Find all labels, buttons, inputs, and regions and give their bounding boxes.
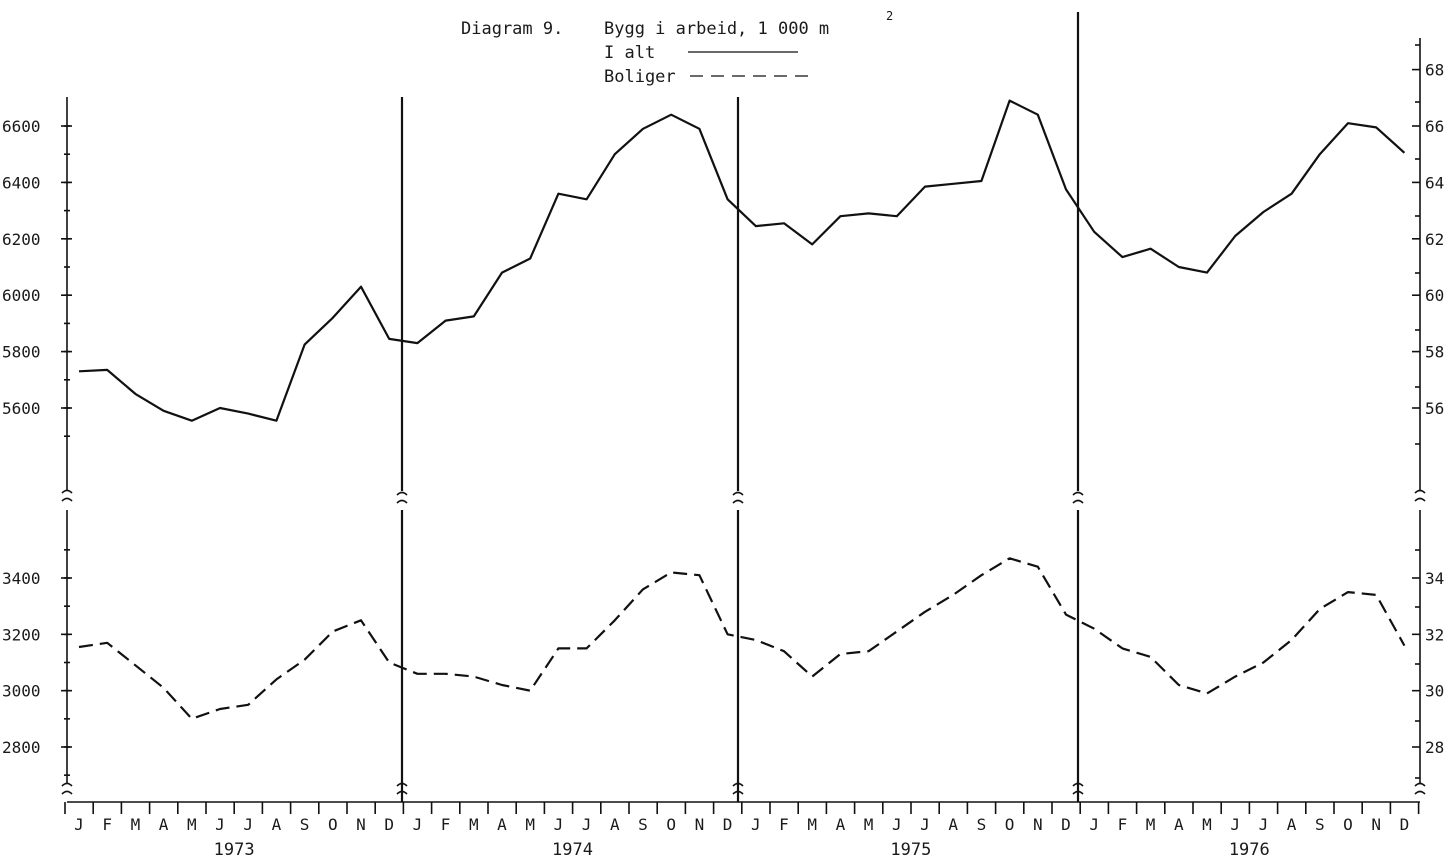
year-label: 1974 [552,840,593,860]
right-tick-label: 66 [1425,117,1444,136]
y-tick-label: 6200 [2,230,41,249]
month-label: O [328,815,338,834]
month-label: F [779,815,789,834]
month-label: A [1287,815,1297,834]
month-label: N [356,815,366,834]
year-separator-break [1072,491,1084,504]
month-label: A [610,815,620,834]
month-label: A [1174,815,1184,834]
y-tick-label: 3200 [2,625,41,644]
month-label: M [187,815,197,834]
legend-label-housing: Boliger [604,67,676,87]
month-label: M [1146,815,1156,834]
right-tick-label: 64 [1425,173,1444,192]
right-tick-label: 60 [1425,286,1444,305]
month-label: J [554,815,564,834]
month-label: J [74,815,84,834]
month-label: S [300,815,310,834]
month-label: S [977,815,987,834]
right-axis-break-lower [1414,782,1426,795]
y-tick-label: 5800 [2,343,41,362]
right-tick-label: 30 [1425,682,1444,701]
y-tick-label: 3400 [2,569,41,588]
year-separator-break [396,491,408,504]
year-label: 1975 [890,840,931,860]
y-tick-label: 6600 [2,117,41,136]
month-label: J [215,815,225,834]
year-separator-break [396,782,408,795]
month-label: F [441,815,451,834]
month-label: M [469,815,479,834]
year-separator-break [732,491,744,504]
month-label: J [920,815,930,834]
month-label: N [1371,815,1381,834]
month-label: D [723,815,733,834]
right-axis-break-upper [1414,489,1426,502]
month-label: D [1061,815,1071,834]
month-label: J [582,815,592,834]
month-label: F [1118,815,1128,834]
left-axis-break-upper [61,489,73,502]
right-tick-label: 56 [1425,399,1444,418]
chart-labels: 5600 5800 6000 6200 6400 6600 2800 3000 3200 3400… [2,61,1444,860]
month-label: J [1089,815,1099,834]
month-label: J [413,815,423,834]
y-tick-label: 6400 [2,173,41,192]
month-label: A [836,815,846,834]
chart-frame [61,12,1426,814]
month-label: M [807,815,817,834]
month-label: J [892,815,902,834]
month-label: A [948,815,958,834]
month-label: F [102,815,112,834]
series-line-boliger [78,557,1406,720]
year-label: 1976 [1229,840,1270,860]
right-tick-label: 28 [1425,738,1444,757]
month-label: M [1202,815,1212,834]
month-label: O [1343,815,1353,834]
month-label: J [1259,815,1269,834]
right-tick-label: 62 [1425,230,1444,249]
month-label: J [751,815,761,834]
right-tick-label: 58 [1425,343,1444,362]
right-tick-label: 32 [1425,625,1444,644]
chart-title: Diagram 9. Bygg i arbeid, 1 000 m 2 [461,9,893,39]
y-tick-label: 2800 [2,738,41,757]
right-tick-label: 34 [1425,569,1444,588]
month-label: N [695,815,705,834]
month-label: N [1033,815,1043,834]
title-prefix: Diagram 9. [461,19,563,39]
month-label: M [131,815,141,834]
month-label: D [384,815,394,834]
month-label: D [1400,815,1410,834]
title-superscript: 2 [886,9,893,23]
legend-label-total: I alt [604,43,655,63]
month-label: O [1005,815,1015,834]
y-tick-label: 3000 [2,682,41,701]
right-tick-label: 68 [1425,61,1444,80]
month-label: M [864,815,874,834]
month-label: S [638,815,648,834]
month-label: A [497,815,507,834]
month-label: S [1315,815,1325,834]
month-label: M [525,815,535,834]
title-text: Bygg i arbeid, 1 000 m [604,19,829,39]
series-line-i-alt [78,99,1406,422]
y-tick-label: 6000 [2,286,41,305]
month-label: A [159,815,169,834]
month-label: O [666,815,676,834]
chart-marks [78,99,1406,720]
year-separator-break [732,782,744,795]
year-separator-break [1072,782,1084,795]
year-label: 1973 [214,840,255,860]
month-label: A [272,815,282,834]
month-label: J [1230,815,1240,834]
left-axis-break-lower [61,782,73,795]
legend: I alt Boliger [604,43,808,87]
month-label: J [243,815,253,834]
y-tick-label: 5600 [2,399,41,418]
